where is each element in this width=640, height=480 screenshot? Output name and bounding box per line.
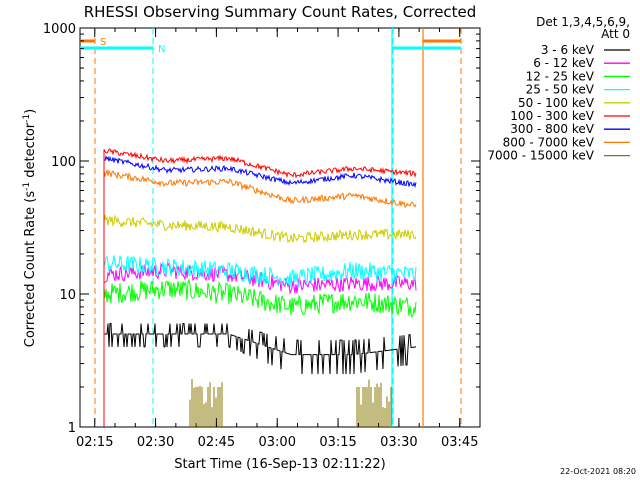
saa-marker-label: S (100, 37, 106, 48)
x-axis: 02:15 02:30 02:45 03:00 03:15 03:30 03:45 (76, 28, 478, 450)
chart-title: RHESSI Observing Summary Count Rates, Co… (84, 3, 477, 21)
x-tick-label: 03:00 (259, 435, 296, 450)
x-tick-label: 02:30 (137, 435, 174, 450)
legend-label: 12 - 25 keV (526, 69, 595, 83)
legend-label: 3 - 6 keV (541, 43, 595, 57)
annotation-layer: SN (80, 28, 462, 427)
series-line-6 (103, 155, 417, 427)
x-tick-label: 03:15 (319, 435, 356, 450)
series-line-4 (103, 214, 417, 427)
series-line-3 (103, 255, 417, 427)
footer-date: 22-Oct-2021 08:20 (560, 467, 636, 476)
x-tick-label: 03:30 (380, 435, 417, 450)
series-line-7 (103, 168, 417, 427)
plot-frame (79, 27, 481, 428)
y-axis: 1 10 100 1000 (43, 22, 480, 436)
y-axis-label-exp2: -1 (22, 114, 32, 123)
x-axis-label: Start Time (16-Sep-13 02:11:22) (174, 457, 385, 472)
y-tick-label: 1000 (43, 22, 76, 37)
legend-label: 25 - 50 keV (526, 83, 595, 97)
legend-header-line2: Att 0 (601, 27, 630, 41)
legend-label: 800 - 7000 keV (503, 135, 595, 149)
y-axis-label-part3: ) (23, 109, 38, 114)
legend-header-line1: Det 1,3,4,5,6,9, (536, 15, 630, 29)
legend-label: 50 - 100 keV (518, 96, 595, 110)
y-tick-label: 100 (51, 155, 76, 170)
x-tick-label: 03:45 (441, 435, 478, 450)
legend-label: 300 - 800 keV (510, 122, 594, 136)
x-tick-label: 02:45 (198, 435, 235, 450)
legend-label: 6 - 12 keV (533, 56, 595, 70)
series-layer (103, 148, 417, 427)
series-line-0 (103, 323, 417, 427)
y-tick-label: 1 (68, 421, 76, 436)
y-axis-label-part1: Corrected Count Rate (s (23, 191, 38, 348)
legend-label: 100 - 300 keV (510, 109, 594, 123)
series-line-5 (103, 148, 417, 427)
legend-label: 7000 - 15000 keV (487, 149, 594, 163)
y-axis-label-exp1: -1 (22, 182, 32, 191)
y-tick-label: 10 (59, 288, 76, 303)
y-axis-label: Corrected Count Rate (s-1 detector-1) (22, 109, 38, 347)
series-7000-15000-kev (189, 378, 392, 427)
series-line-2 (103, 278, 417, 427)
y-axis-label-part2: detector (23, 122, 38, 182)
night-marker-label: N (158, 44, 165, 55)
x-tick-label: 02:15 (76, 435, 113, 450)
